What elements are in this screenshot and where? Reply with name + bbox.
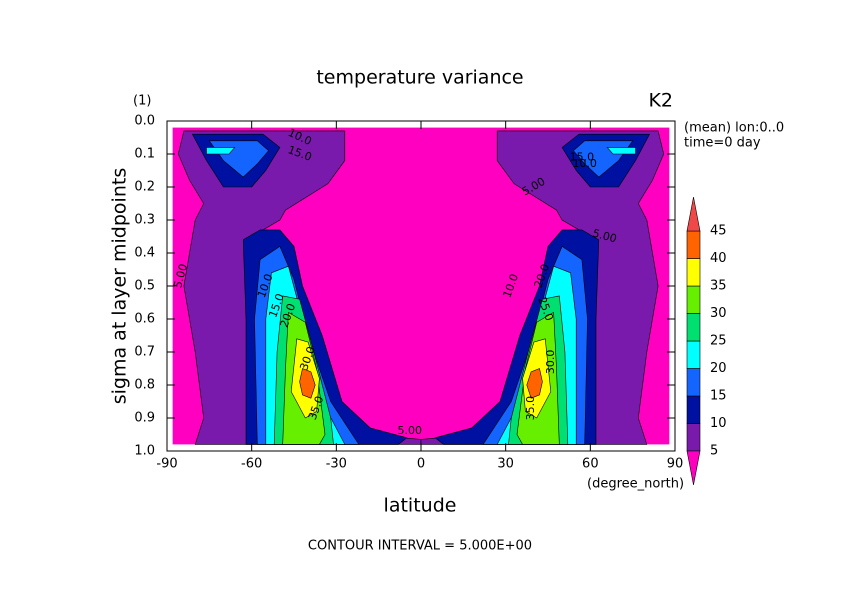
colorbar-label: 20 [710,361,727,376]
y-tick-label: 0.9 [134,411,155,426]
y-axis-label: sigma at layer midpoints [109,168,131,404]
y-tick-label: 0.1 [134,147,155,162]
y-tick-label: 0.3 [134,213,155,228]
colorbar-box [686,285,701,314]
x-tick-label: 90 [667,457,684,472]
colorbar-box [686,423,701,452]
colorbar-label: 35 [710,279,727,294]
colorbar-label: 15 [710,389,727,404]
y-tick-label: 0.7 [134,345,155,360]
y-tick-label: 0.5 [134,279,155,294]
units: (1) [133,94,151,109]
contour-region [606,147,636,155]
colorbar-triangle [686,196,701,232]
x-tick-label: -90 [156,457,177,472]
y-tick-label: 0.6 [134,312,155,327]
colorbar-box [686,368,701,397]
contour-region [206,147,236,155]
colorbar-label: 5 [710,444,718,459]
chart-title: temperature variance [316,67,523,89]
colorbar-box [686,395,701,424]
contour-label: 5.00 [591,227,618,246]
colorbar-label: 45 [710,224,727,239]
label-right: K2 [648,90,673,112]
x-tick-label: -60 [241,457,262,472]
info: time=0 day [684,136,761,151]
contour-region [299,368,316,399]
colorbar-box [686,230,701,259]
contour-region [526,368,543,399]
y-tick-label: 1.0 [134,444,155,459]
colorbar-label: 40 [710,251,727,266]
colorbar-label: 10 [710,416,727,431]
x-tick-label: -30 [326,457,347,472]
x-tick-label: 30 [497,457,514,472]
contour-label: 30.0 [544,350,557,375]
colorbar-label: 30 [710,306,727,321]
contour-label: 10.0 [572,157,597,170]
x-tick-label: 60 [582,457,599,472]
x-axis-label: latitude [384,495,457,517]
contour-label: 5.00 [397,424,422,437]
y-tick-label: 0.0 [134,114,155,129]
contour-label: 15.0 [570,150,595,163]
colorbar-triangle [686,450,701,486]
contour-label: 35.0 [524,396,537,421]
info: (mean) lon:0..0 [684,121,784,136]
contour-label: 5.00 [171,262,190,289]
x-units: (degree_north) [587,477,684,492]
colorbar-box [686,258,701,287]
colorbar-box [686,313,701,342]
footer: CONTOUR INTERVAL = 5.000E+00 [308,539,532,554]
colorbar-box [686,340,701,369]
x-tick-label: 0 [417,457,425,472]
colorbar-label: 25 [710,334,727,349]
y-tick-label: 0.8 [134,378,155,393]
y-tick-label: 0.4 [134,246,155,261]
y-tick-label: 0.2 [134,180,155,195]
